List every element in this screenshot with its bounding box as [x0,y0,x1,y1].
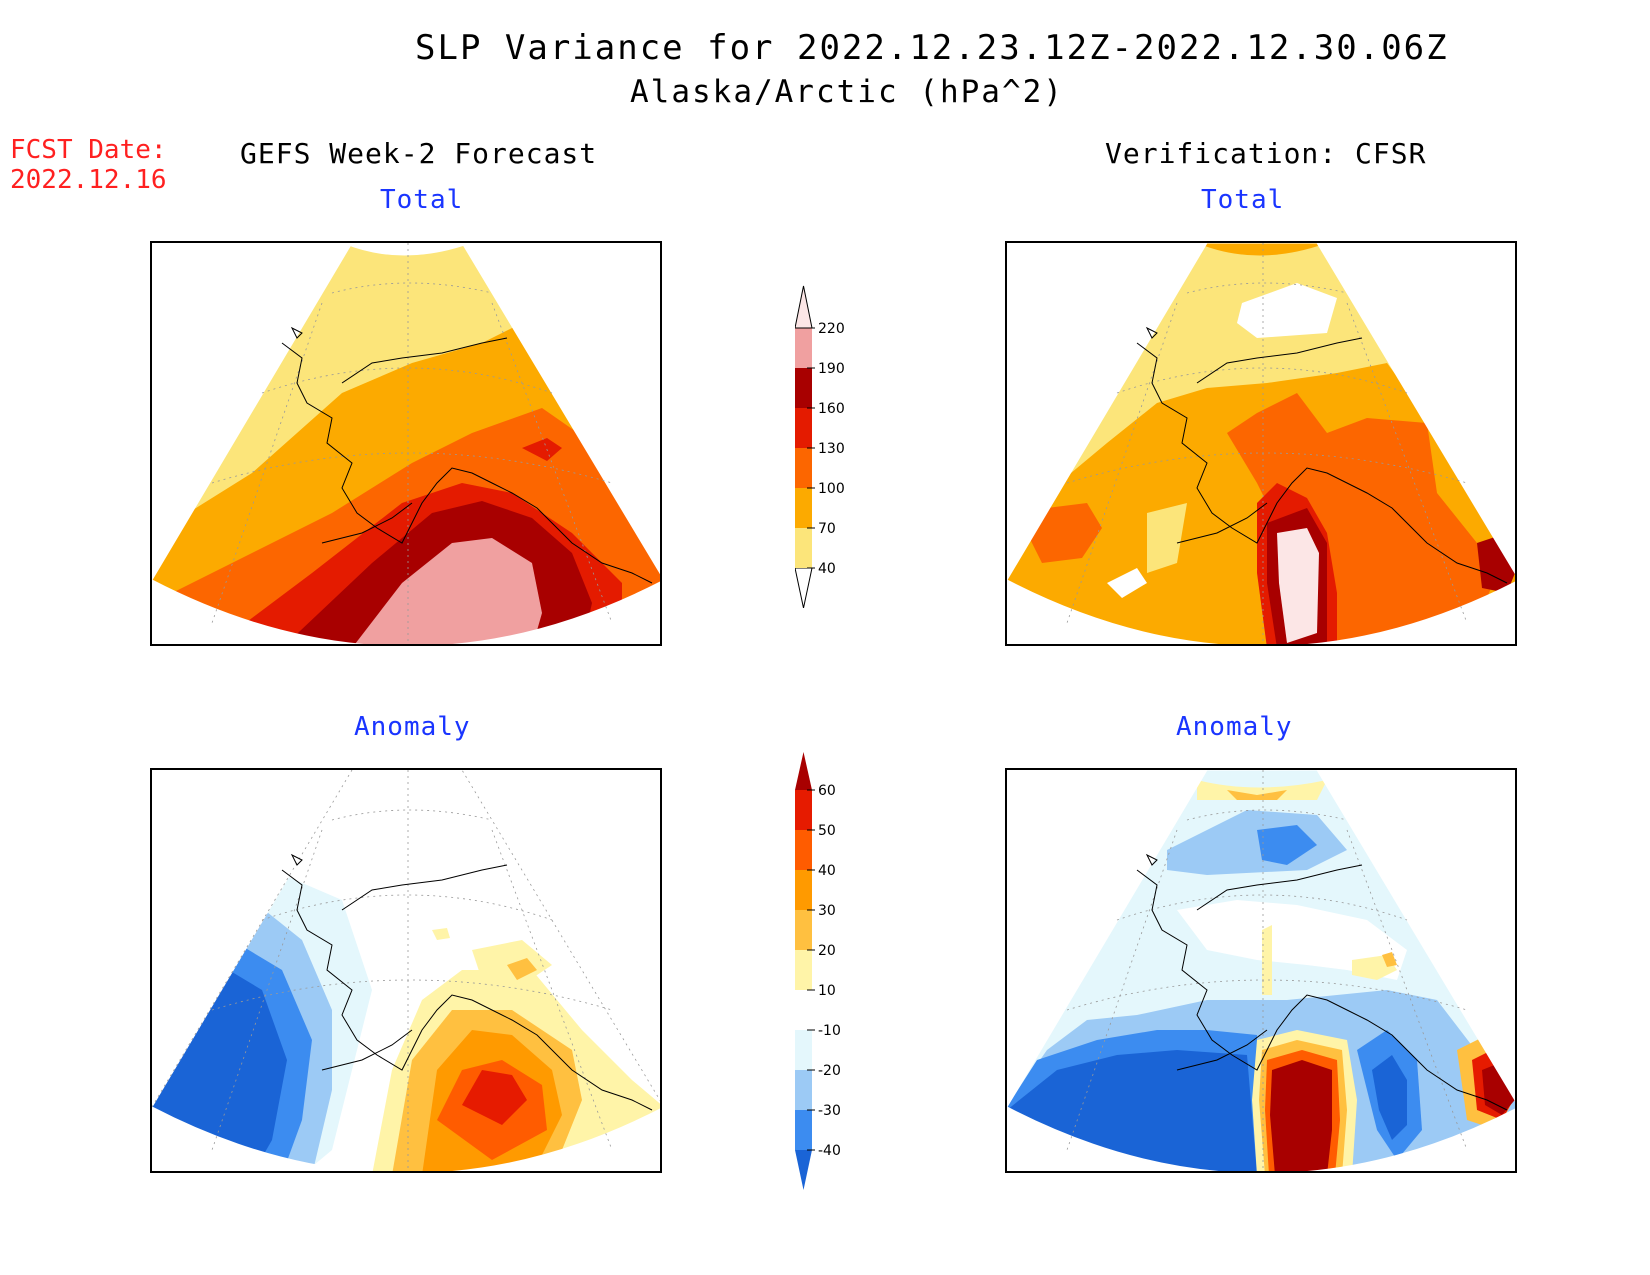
total-colorbar-label: 220 [818,321,845,337]
anomaly-colorbar-label: 30 [818,903,836,919]
map-panel-verification-anomaly [1005,768,1517,1173]
total-colorbar-label: 40 [818,561,836,577]
column-title-forecast: GEFS Week-2 Forecast [240,137,598,170]
total-colorbar-top-tip [794,285,813,329]
total-colorbar: 40 70 100 130 160 190 220 [794,283,875,609]
anomaly-colorbar-swatch [795,910,812,950]
column-title-verification: Verification: CFSR [1105,137,1427,170]
anomaly-colorbar-swatch [795,1070,812,1110]
anomaly-colorbar-swatch [795,1030,812,1070]
anomaly-colorbar-label: 20 [818,943,836,959]
forecast-date-label: FCST Date: [10,135,167,165]
map-panel-verification-total [1005,241,1517,646]
anomaly-colorbar-label: -10 [818,1023,841,1039]
forecast-date-block: FCST Date: 2022.12.16 [10,135,167,195]
anomaly-colorbar-swatch [795,990,812,1030]
anomaly-colorbar-graphic: -40 -30 -20 -10 10 20 30 40 50 60 [795,752,841,1190]
anomaly-colorbar-swatch [795,1110,812,1150]
map-panel-forecast-total [150,241,662,646]
total-colorbar-label: 160 [818,401,845,417]
anomaly-colorbar-label: 10 [818,983,836,999]
anomaly-colorbar-swatch [795,870,812,910]
figure-subtitle: Alaska/Arctic (hPa^2) [630,74,1064,110]
panel-title-verification-total: Total [1201,185,1285,215]
anomaly-colorbar-bottom-tip [795,1150,812,1190]
total-colorbar-swatch [795,528,812,568]
total-colorbar-label: 100 [818,481,845,497]
anomaly-colorbar-label: -30 [818,1103,841,1119]
anomaly-colorbar-label: 60 [818,783,836,799]
anomaly-colorbar-label: 40 [818,863,836,879]
anomaly-colorbar-label: -40 [818,1143,841,1159]
total-colorbar-swatch [795,328,812,368]
total-colorbar-swatch [795,408,812,448]
panel-title-verification-anomaly: Anomaly [1176,712,1293,742]
total-colorbar-swatch [795,368,812,408]
anomaly-colorbar-top-tip [795,752,812,790]
panel-title-forecast-total: Total [380,185,464,215]
total-colorbar-bottom-tip [794,567,813,609]
total-colorbar-label: 130 [818,441,845,457]
anomaly-colorbar-label: -20 [818,1063,841,1079]
figure-title: SLP Variance for 2022.12.23.12Z-2022.12.… [415,28,1449,68]
forecast-date-value: 2022.12.16 [10,165,167,195]
total-colorbar-label: 70 [818,521,836,537]
total-colorbar-swatch [795,488,812,528]
anomaly-colorbar-label: 50 [818,823,836,839]
anomaly-colorbar: -40 -30 -20 -10 10 20 30 40 50 60 [795,752,875,1197]
total-colorbar-label: 190 [818,361,845,377]
panel-title-forecast-anomaly: Anomaly [354,712,471,742]
total-colorbar-graphic: 40 70 100 130 160 190 220 [794,285,845,609]
anomaly-colorbar-swatch [795,950,812,990]
map-panel-forecast-anomaly [150,768,662,1173]
anomaly-colorbar-swatch [795,790,812,830]
anomaly-colorbar-swatch [795,830,812,870]
total-colorbar-swatch [795,448,812,488]
